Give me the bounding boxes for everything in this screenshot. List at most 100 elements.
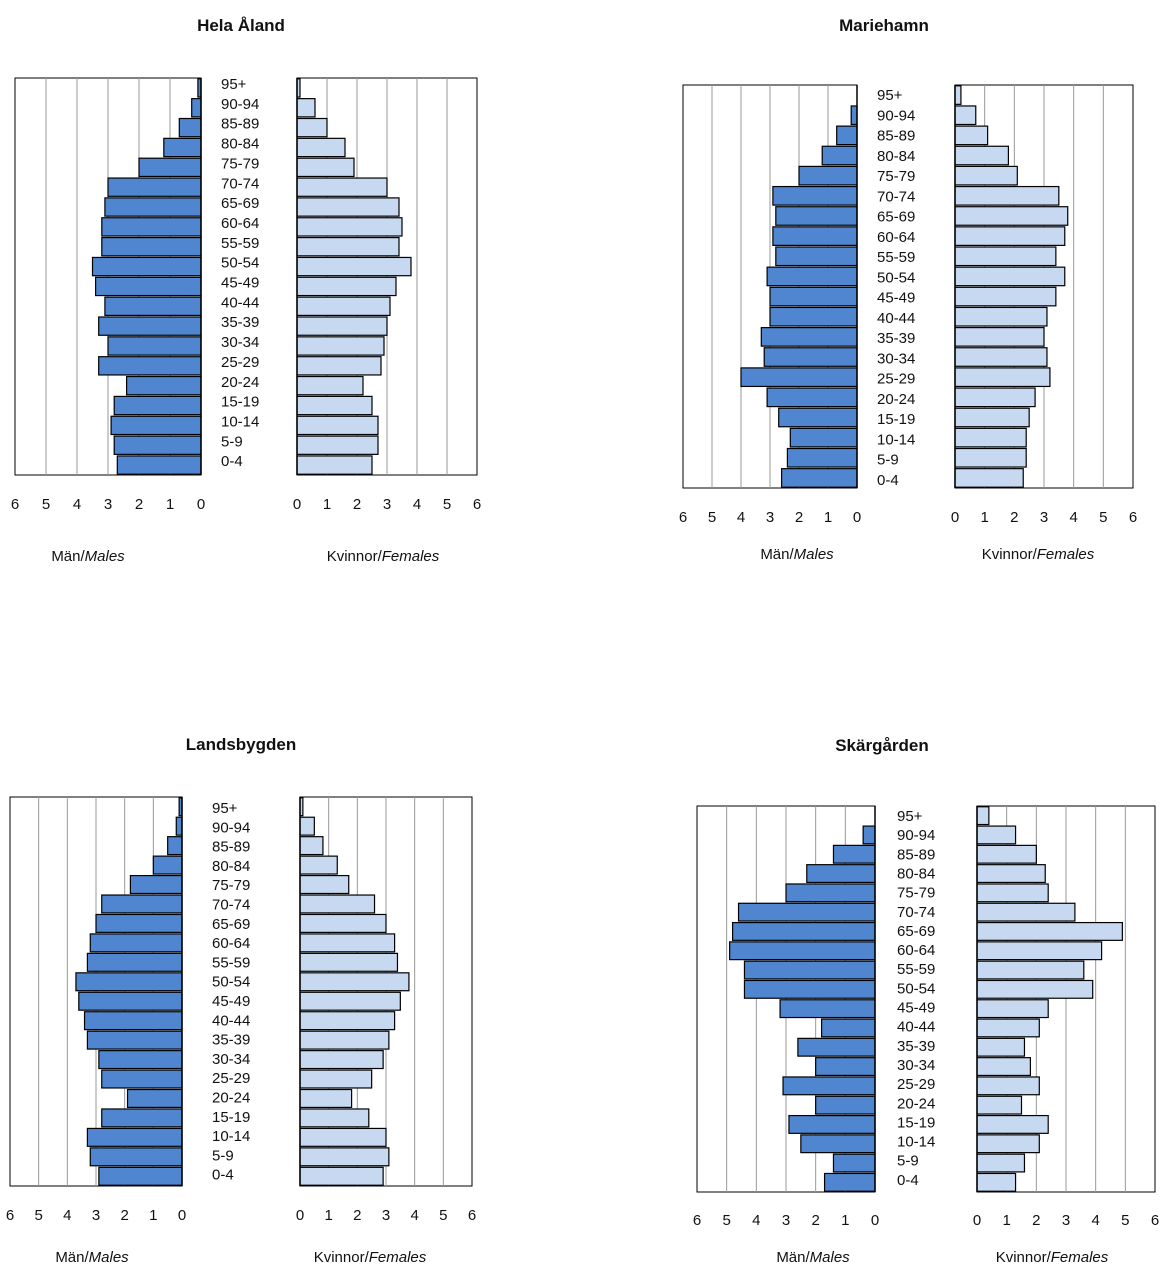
females-bar-70-74 <box>954 185 1060 206</box>
females-axis-label: Kvinnor/Females <box>982 546 1095 563</box>
females-bar-15-19 <box>299 1108 370 1128</box>
tick-label: 4 <box>1091 1212 1099 1229</box>
females-axis-label-slash: / <box>1033 546 1038 563</box>
males-bar-60-64 <box>101 217 202 237</box>
tick-label: 5 <box>722 1212 730 1229</box>
females-bar-0-4 <box>296 455 373 475</box>
males-bar-45-49 <box>78 991 183 1011</box>
males-axis-label-italic: Males <box>85 548 126 565</box>
males-bar-60-64 <box>729 941 876 961</box>
tick-label: 4 <box>752 1212 760 1229</box>
tick-label: 0 <box>293 496 301 513</box>
age-label: 70-74 <box>877 188 915 205</box>
age-label: 10-14 <box>212 1128 250 1145</box>
females-bar-20-24 <box>954 387 1036 408</box>
females-bar-90-94 <box>954 105 977 126</box>
females-axis-label: Kvinnor/Females <box>314 1249 427 1266</box>
males-bar-0-4 <box>823 1172 876 1192</box>
males-axis-label: Män/Males <box>776 1249 850 1266</box>
females-axis-label: Kvinnor/Females <box>996 1249 1109 1266</box>
females-bar-80-84 <box>954 145 1010 166</box>
males-axis-label-text: Män <box>51 548 80 565</box>
males-bar-10-14 <box>110 415 202 436</box>
age-label: 50-54 <box>897 980 935 997</box>
age-label: 65-69 <box>221 195 259 212</box>
females-bar-70-74 <box>296 177 388 197</box>
tick-label: 5 <box>1121 1212 1129 1229</box>
males-bar-20-24 <box>125 375 202 396</box>
age-label: 55-59 <box>897 961 935 978</box>
tick-label: 4 <box>1069 509 1077 526</box>
females-bar-15-19 <box>954 407 1030 428</box>
males-bar-90-94 <box>850 105 858 126</box>
chart-title: Skärgården <box>835 736 929 755</box>
tick-label: 5 <box>1099 509 1107 526</box>
females-bar-60-64 <box>954 226 1066 246</box>
females-bar-30-34 <box>299 1050 384 1070</box>
age-label: 85-89 <box>897 846 935 863</box>
males-bar-70-74 <box>772 185 858 206</box>
males-axis-label-text: Män <box>776 1249 805 1266</box>
age-label: 55-59 <box>877 249 915 266</box>
females-bar-75-79 <box>976 883 1049 903</box>
females-bar-85-89 <box>299 836 324 856</box>
age-label: 25-29 <box>212 1070 250 1087</box>
males-bar-65-69 <box>731 921 876 941</box>
age-label: 50-54 <box>877 269 915 286</box>
males-bar-15-19 <box>101 1108 183 1128</box>
males-bar-55-59 <box>775 246 858 267</box>
pyramid-panel: Mariehamn95+90-9485-8980-8475-7970-7465-… <box>679 16 1137 563</box>
age-label: 70-74 <box>897 904 935 921</box>
age-label: 55-59 <box>221 235 259 252</box>
tick-label: 0 <box>197 496 205 513</box>
females-bar-85-89 <box>296 117 328 138</box>
tick-label: 2 <box>353 496 361 513</box>
tick-label: 3 <box>766 509 774 526</box>
age-label: 85-89 <box>877 128 915 145</box>
males-bar-15-19 <box>778 407 858 428</box>
age-label: 0-4 <box>877 472 899 489</box>
males-bar-25-29 <box>740 367 858 388</box>
tick-label: 5 <box>34 1207 42 1224</box>
males-bar-20-24 <box>766 387 858 408</box>
males-bar-25-29 <box>782 1076 876 1096</box>
age-label: 20-24 <box>212 1090 250 1107</box>
age-label: 60-64 <box>221 215 259 232</box>
age-label: 85-89 <box>221 116 259 133</box>
age-label: 55-59 <box>212 954 250 971</box>
males-bar-50-54 <box>75 972 183 992</box>
males-axis-label: Män/Males <box>55 1249 129 1266</box>
males-axis-label-text: Män <box>55 1249 84 1266</box>
males-axis-label: Män/Males <box>760 546 834 563</box>
females-bar-55-59 <box>976 960 1085 980</box>
females-bar-5-9 <box>976 1153 1026 1173</box>
age-label: 40-44 <box>877 310 915 327</box>
females-axis-label-slash: / <box>378 548 383 565</box>
females-axis-label-italic: Females <box>1051 1249 1109 1266</box>
age-label: 40-44 <box>897 1019 935 1036</box>
females-bar-40-44 <box>976 1018 1040 1038</box>
females-bar-70-74 <box>299 894 376 914</box>
tick-label: 2 <box>795 509 803 526</box>
males-axis-label-slash: / <box>85 1249 90 1266</box>
males-bar-20-24 <box>126 1088 183 1109</box>
age-label: 30-34 <box>221 334 259 351</box>
females-bar-90-94 <box>976 825 1017 845</box>
females-bar-75-79 <box>296 157 355 178</box>
age-label: 80-84 <box>221 136 259 153</box>
females-bar-75-79 <box>299 874 350 895</box>
females-bar-25-29 <box>296 356 382 376</box>
females-bar-30-34 <box>976 1057 1032 1077</box>
females-bar-85-89 <box>954 125 989 146</box>
age-label: 90-94 <box>212 819 250 836</box>
females-bar-45-49 <box>296 276 397 297</box>
males-bar-80-84 <box>806 864 876 884</box>
males-bar-85-89 <box>167 836 183 856</box>
tick-label: 0 <box>951 509 959 526</box>
males-bar-25-29 <box>101 1069 183 1089</box>
males-bar-0-4 <box>98 1166 183 1186</box>
males-plot <box>682 84 858 489</box>
females-axis-label: Kvinnor/Females <box>327 548 440 565</box>
tick-label: 6 <box>1129 509 1137 526</box>
females-bar-50-54 <box>954 266 1066 287</box>
